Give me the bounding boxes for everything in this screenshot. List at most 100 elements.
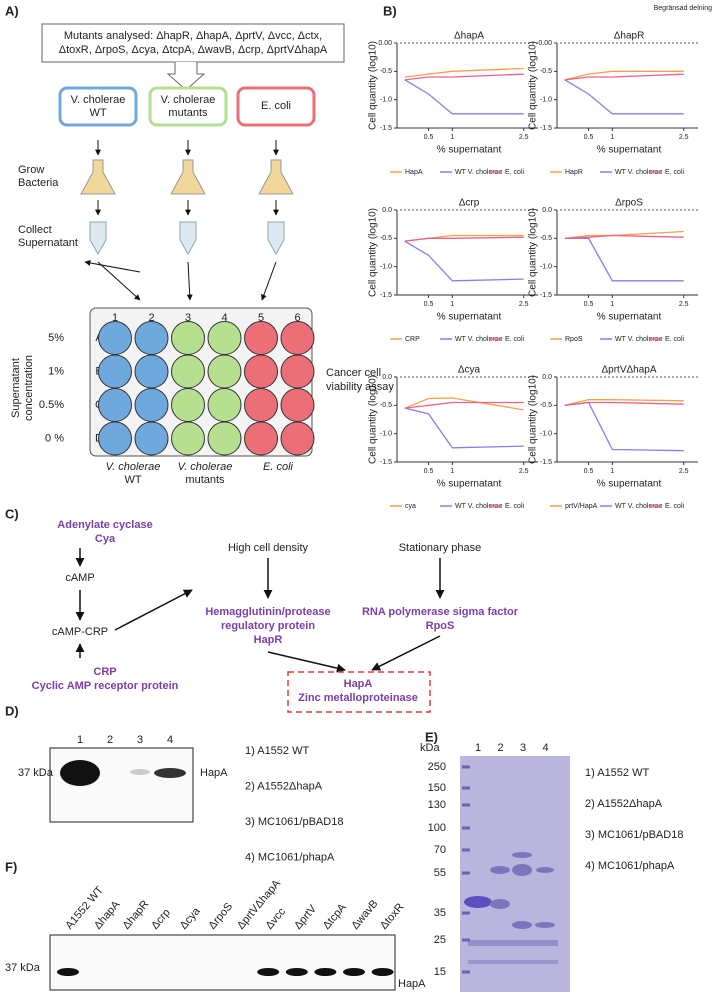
well [171,354,205,389]
legend-item: 4) MC1061/phapA [245,851,335,863]
node-label: Zinc metalloproteinase [298,692,418,704]
tube [89,221,107,256]
x-tick-label: 1 [450,468,454,475]
lane-label: 4 [167,734,173,746]
blot [49,934,396,991]
y-tick-label: -0.5 [380,402,392,409]
lane-label: Δcya [178,905,203,932]
x-tick-label: 0.5 [584,301,594,308]
band [371,968,394,976]
marker-label: 35 [434,907,446,919]
legend-label: HapA [405,169,423,176]
well [98,354,132,389]
group-label: E. coli [263,461,294,473]
mutant-box [41,23,345,63]
legend-label: E. coli [665,169,685,176]
lane-label: ΔprtV [292,902,319,931]
marker-label: 150 [428,782,446,794]
lane-label: 1 [77,734,83,746]
lane-label: ΔhapA [92,898,123,932]
group-box [58,86,138,127]
lane-label: 1 [475,742,481,754]
y-axis-label: Cell quantity (log10) [528,208,539,297]
y-tick-label: -1.0 [540,97,552,104]
well [207,388,242,422]
legend-item: 4) MC1061/phapA [585,860,675,872]
legend-label: cya [405,503,416,510]
well [207,321,242,355]
legend-item: 3) MC1061/pBAD18 [245,816,343,828]
y-tick-label: -1.5 [380,292,392,299]
unit-label: kDa [420,742,440,754]
well [171,388,205,422]
legend-label: WT V. cholerae [455,336,503,343]
concentration: 5% [48,332,64,344]
y-tick-label: -1.5 [380,459,392,466]
lane-label: ΔrpoS [206,901,235,932]
concentration: 0.5% [39,399,64,411]
step-label: Bacteria [18,177,59,189]
assay-label: viability assay [326,381,394,393]
marker-label: 130 [428,799,446,811]
ladder-band [462,871,470,875]
lane-label: 2 [497,742,503,754]
concentration: 1% [48,365,64,377]
target-box [287,671,431,713]
x-axis-label: % supernatant [437,312,502,323]
arrows [75,548,445,673]
panel-label: D) [5,703,19,718]
group-name: V. cholerae [161,94,216,106]
ladder-band [462,911,470,915]
line-series [404,240,524,282]
column-label: 1 [112,312,118,324]
well [98,421,132,456]
well [207,354,242,389]
lane-label: ΔhapR [121,898,152,932]
x-tick-label: 2.5 [679,134,689,141]
y-tick-label: -1.0 [540,431,552,438]
line-series [564,399,684,406]
node-label: Hemagglutinin/protease [205,606,330,618]
y-tick-label: 0.00 [538,40,552,47]
chart-title: ΔrpoS [615,198,643,209]
column-label: 6 [294,312,300,324]
line-series [404,67,524,78]
chart-title: Δcrp [459,198,480,209]
band [57,968,79,976]
panel-label: A) [5,3,19,18]
legend-label: E. coli [665,503,685,510]
legend-item: 2) A1552ΔhapA [585,798,663,810]
x-axis-label: % supernatant [597,479,662,490]
well [280,321,315,355]
well [244,421,278,456]
line-series [564,401,684,406]
line-series [564,230,684,239]
ladder-band [462,786,470,790]
node-label: regulatory protein [221,620,315,632]
x-tick-label: 0.5 [584,468,594,475]
x-tick-label: 0.5 [424,301,434,308]
x-tick-label: 0.5 [584,134,594,141]
chart-title: ΔhapR [614,31,645,42]
legend-label: WT V. cholerae [615,503,663,510]
flask [258,159,294,195]
node-label: CRP [93,666,116,678]
node-label: RNA polymerase sigma factor [362,606,519,618]
x-axis-label: % supernatant [597,312,662,323]
well [134,421,169,456]
band [60,760,100,786]
marker-label: 250 [428,761,446,773]
blot [49,747,194,823]
legend-label: E. coli [505,169,525,176]
assay-label: Cancer cell [326,367,381,379]
x-tick-label: 1 [610,301,614,308]
band [314,968,337,976]
y-tick-label: -1.0 [380,264,392,271]
lane-label: 2 [107,734,113,746]
group-box [148,86,228,127]
line-series [564,79,684,115]
lane-label: 4 [542,742,548,754]
band-label: HapA [398,978,426,990]
y-axis-label: Cell quantity (log10) [368,208,379,297]
